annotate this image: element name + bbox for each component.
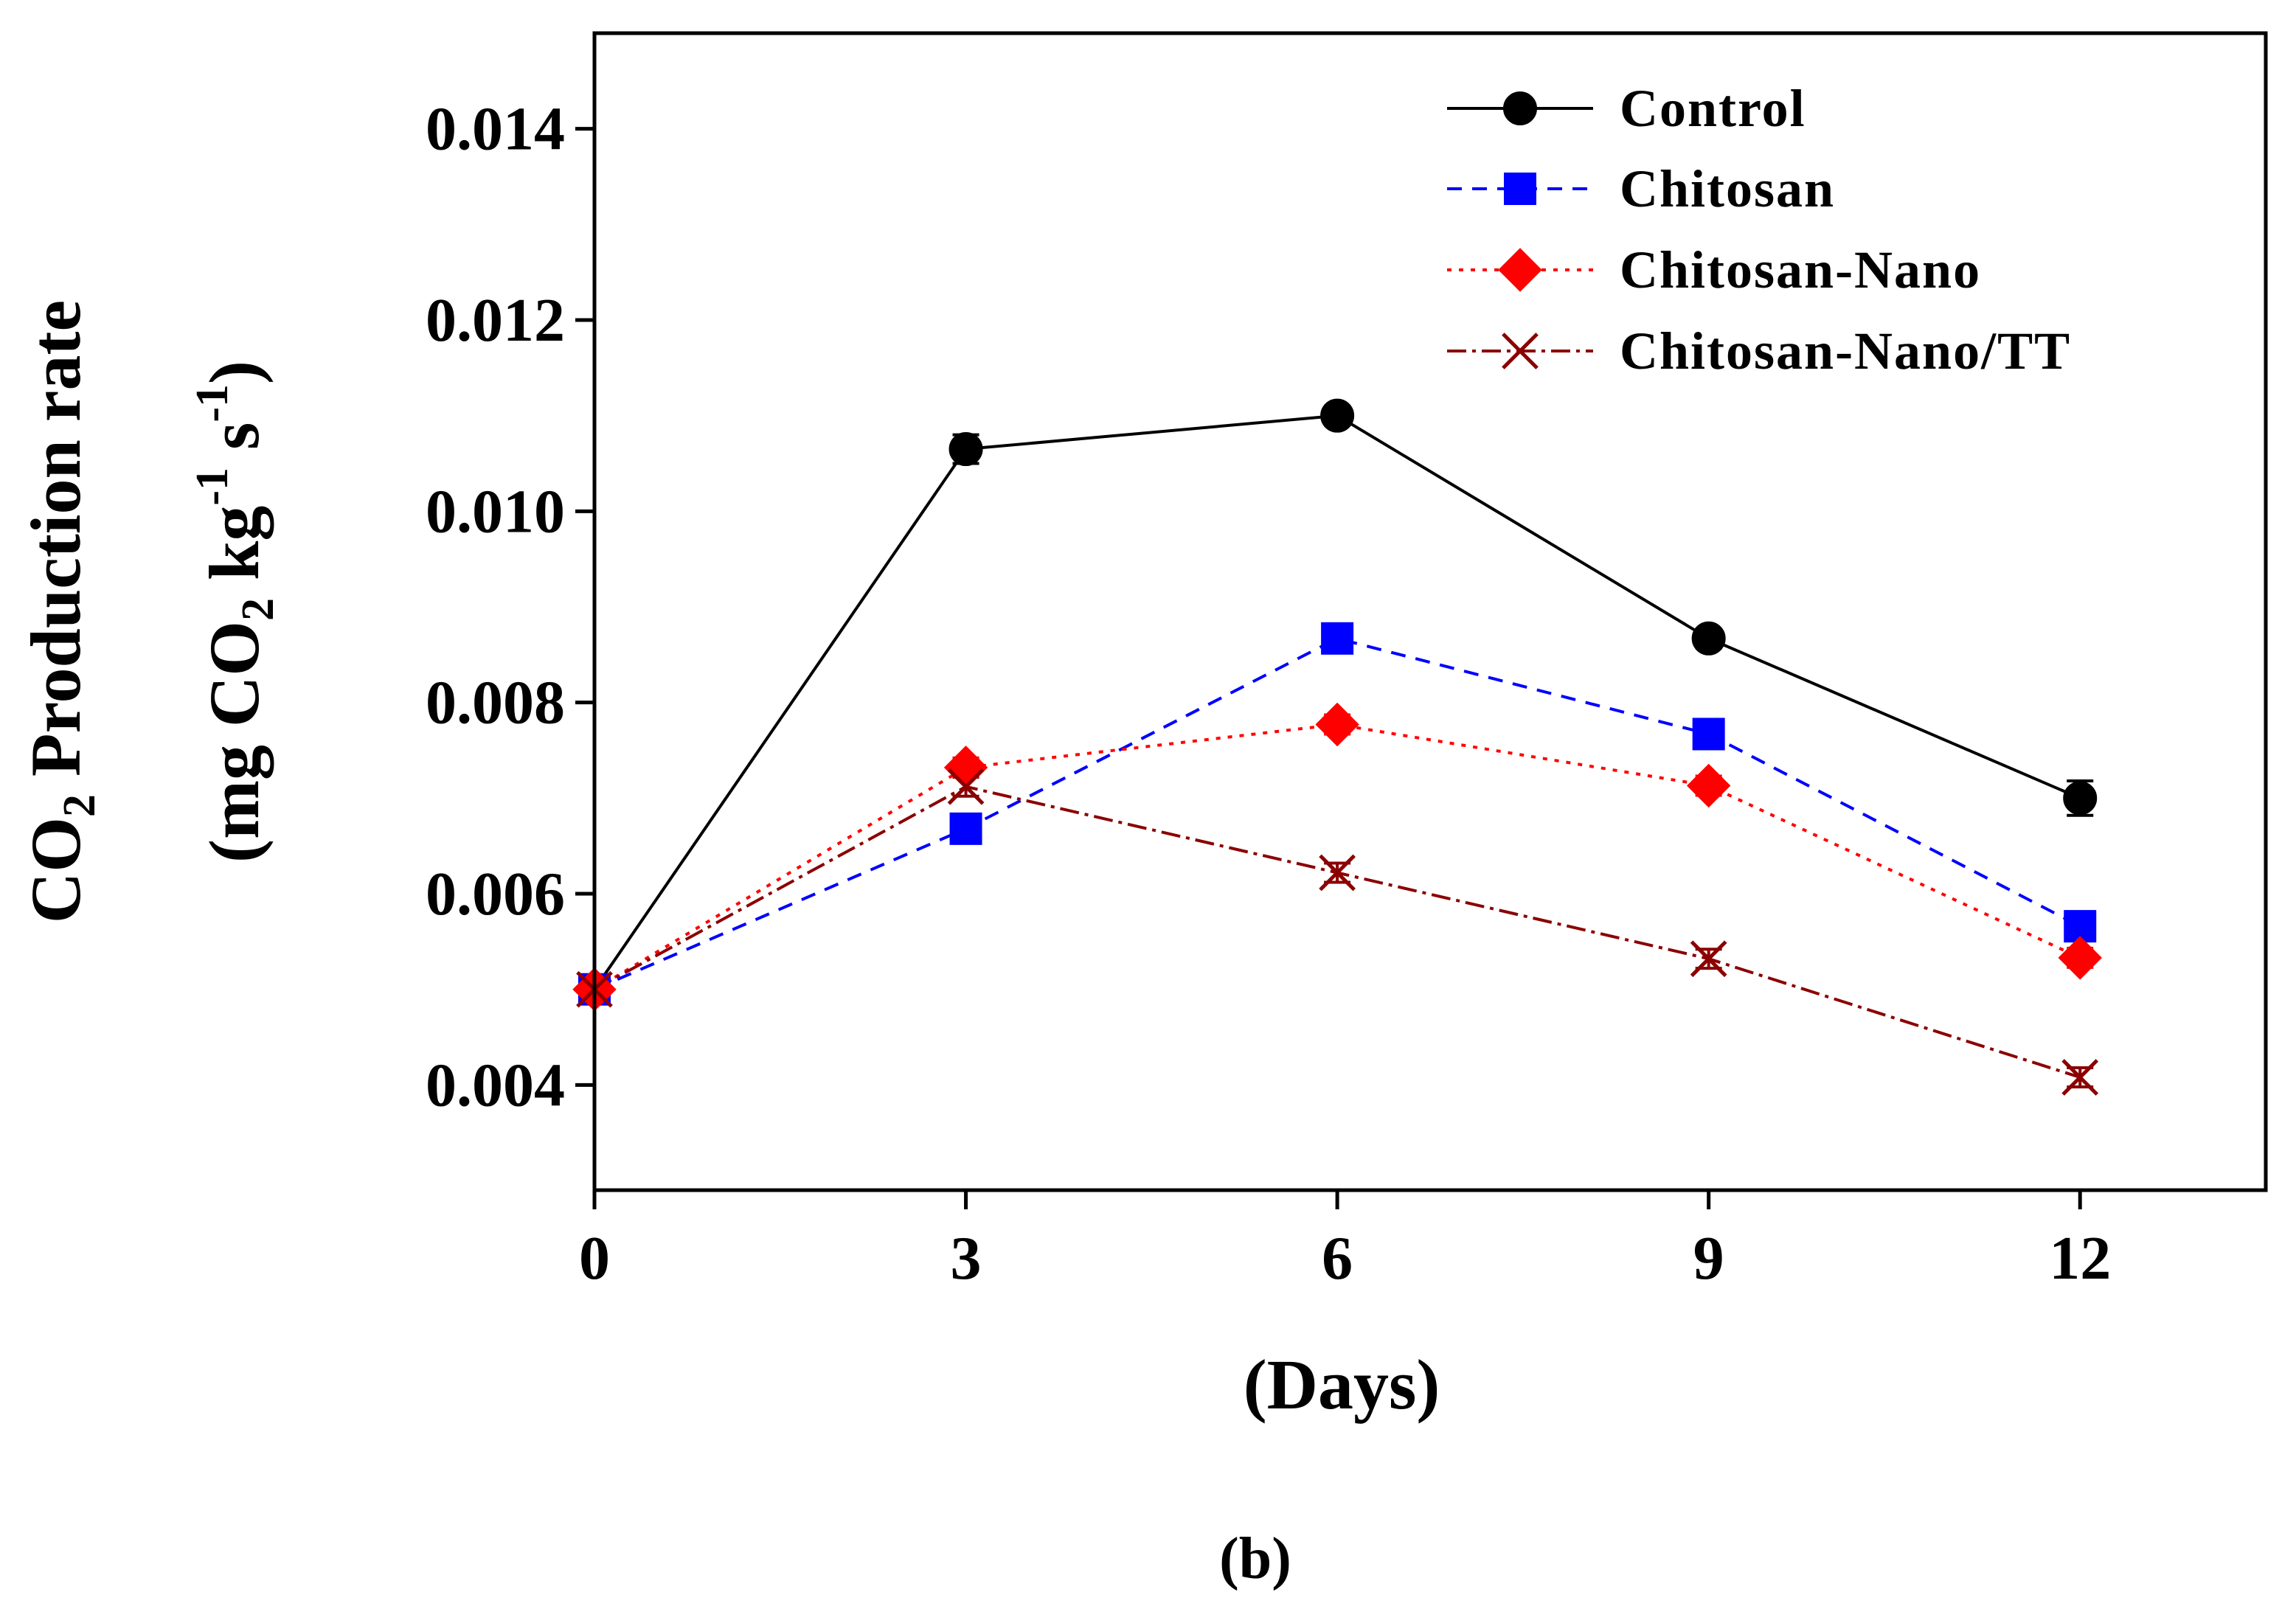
data-point-square (949, 812, 982, 845)
legend-marker-circle (1503, 91, 1537, 125)
data-point-x (947, 768, 985, 805)
data-point-square (1321, 622, 1354, 655)
x-tick-label: 6 (1322, 1224, 1353, 1293)
series-line-chitosan-nano-tt (594, 785, 2081, 1079)
x-tick-label: 9 (1693, 1224, 1724, 1293)
x-tick-label: 3 (951, 1224, 982, 1293)
legend: Control Chitosan Chitosan-Nano Chitosan-Nan… (1447, 79, 2071, 380)
data-point-diamond (2058, 936, 2102, 980)
y-tick-label: 0.014 (426, 95, 565, 164)
y-axis-title-line2: (mg CO2 kg-1 s-1) (187, 361, 283, 863)
data-point-diamond (1315, 702, 1359, 747)
series-line-chitosan-nano (593, 723, 2081, 991)
legend-marker-x (1502, 333, 1539, 369)
y-axis-title-line1: CO2 Production rate (16, 300, 105, 923)
data-point-x (1319, 854, 1356, 892)
data-point-diamond (943, 746, 988, 790)
data-point-circle (948, 432, 983, 467)
series-line-chitosan (594, 636, 2081, 991)
x-tick-label: 12 (2049, 1224, 2111, 1293)
data-point-square (1692, 717, 1725, 751)
data-point-circle (2063, 781, 2098, 816)
x-axis: 0 3 6 9 12 (579, 1190, 2111, 1293)
series-markers (572, 398, 2102, 1096)
panel-label: (b) (1219, 1526, 1291, 1591)
y-tick-label: 0.012 (426, 286, 565, 355)
error-bars (581, 404, 2094, 1088)
data-point-x (2061, 1059, 2099, 1096)
legend-label: Control (1620, 79, 1806, 138)
y-tick-label: 0.008 (426, 669, 565, 737)
data-point-circle (1691, 621, 1726, 656)
data-point-x (1690, 940, 1727, 978)
legend-label: Chitosan (1620, 159, 1835, 218)
legend-marker-square (1504, 173, 1536, 205)
y-tick-label: 0.006 (426, 860, 565, 928)
y-tick-label: 0.010 (426, 477, 565, 546)
y-axis: 0.004 0.006 0.008 0.010 0.012 0.014 (426, 95, 594, 1119)
legend-label: Chitosan-Nano/TT (1620, 322, 2071, 380)
y-axis-title: CO2 Production rate (mg CO2 kg-1 s-1) (16, 300, 283, 923)
x-axis-title: (Days) (1244, 1345, 1440, 1424)
series-line-control (593, 414, 2081, 990)
data-point-circle (1320, 398, 1355, 433)
data-point-diamond (1686, 763, 1731, 808)
legend-label: Chitosan-Nano (1620, 240, 1981, 299)
plot-frame (592, 31, 2268, 1192)
series-lines (593, 414, 2081, 1079)
legend-marker-diamond (1498, 248, 1542, 292)
y-tick-label: 0.004 (426, 1051, 565, 1119)
x-tick-label: 0 (579, 1224, 610, 1293)
